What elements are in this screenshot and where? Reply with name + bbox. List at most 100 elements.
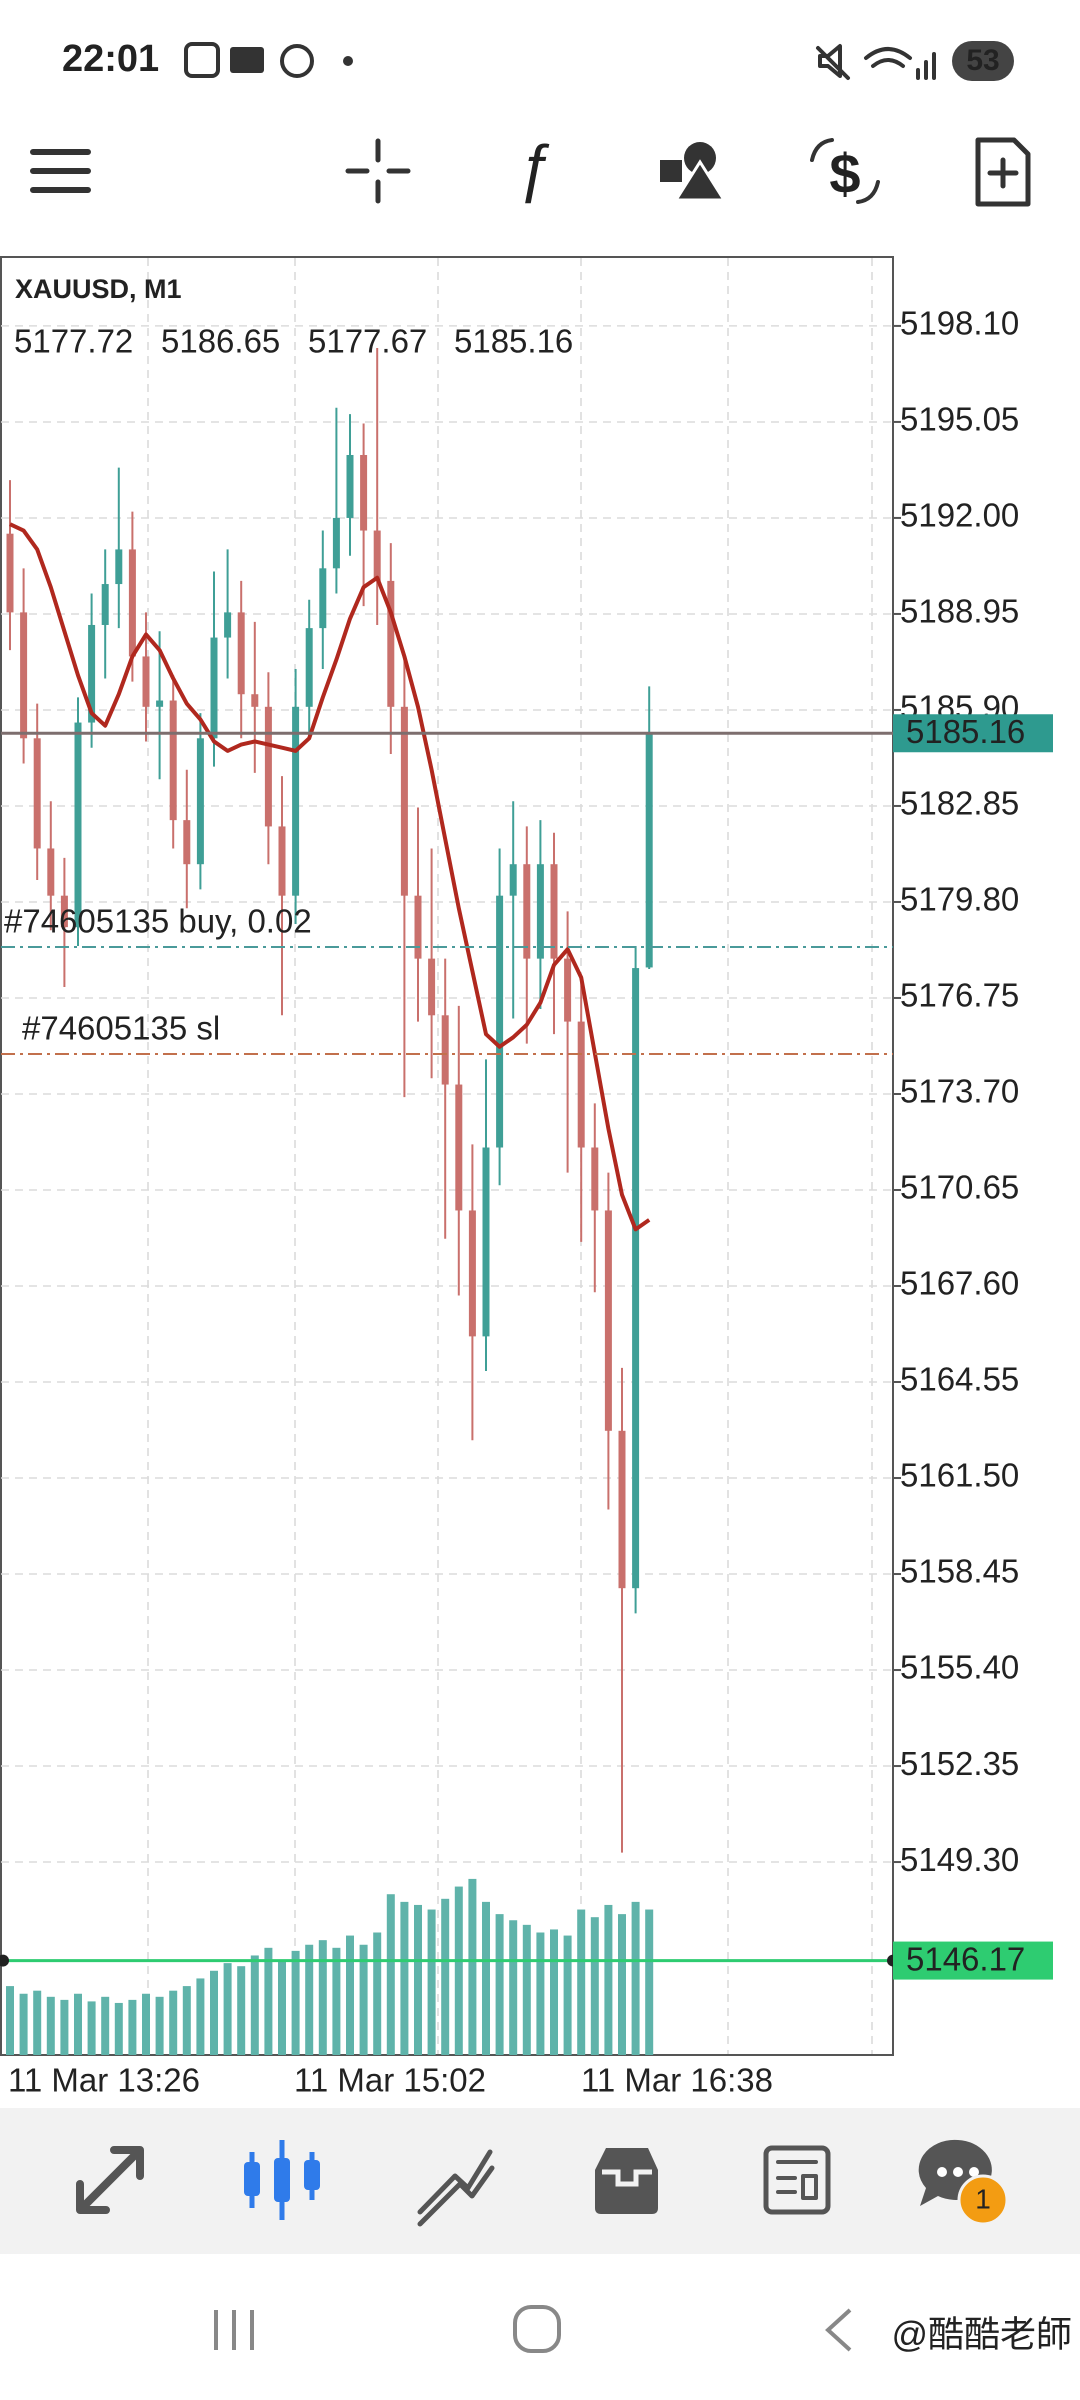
candle-body: [305, 628, 313, 707]
y-tick-label: 5179.80: [900, 881, 1019, 918]
volume-bar: [359, 1944, 368, 2055]
system-nav: @酷酷老師: [214, 2305, 1072, 2355]
clock: 22:01: [62, 38, 159, 80]
candle-body: [115, 549, 123, 585]
volume-bar: [33, 1990, 42, 2055]
volume-bar: [223, 1963, 232, 2055]
volume-bar: [536, 1932, 545, 2055]
x-tick-label: 11 Mar 13:26: [8, 2062, 200, 2099]
watermark: @酷酷老師: [891, 2314, 1072, 2355]
candle-body: [509, 864, 517, 896]
status-bar: 22:01 53: [62, 38, 1014, 81]
candle-body: [360, 454, 368, 531]
candle-body: [237, 612, 245, 695]
y-tick-label: 5167.60: [900, 1265, 1019, 1302]
volume-bar: [6, 1986, 14, 2055]
volume-bar: [46, 1996, 55, 2055]
y-tick-label: 5164.55: [900, 1361, 1019, 1398]
new-order-button[interactable]: [975, 137, 1031, 207]
volume-bar: [142, 1993, 150, 2055]
chart: #74605135 buy, 0.02 #74605135 sl XAUUSD, …: [0, 256, 1053, 2099]
candle-body: [618, 1430, 626, 1589]
ohlc-open: 5177.72: [14, 323, 133, 360]
objects-button[interactable]: [660, 142, 727, 202]
candle-body: [604, 1210, 612, 1431]
volume-bar: [250, 1955, 259, 2055]
candle-body: [20, 612, 28, 739]
volume-bar: [604, 1904, 613, 2055]
candle-body: [278, 826, 286, 896]
volume-bar: [196, 1978, 205, 2055]
volume-bar: [278, 1960, 286, 2055]
candle-body: [428, 958, 436, 1016]
candle-body: [577, 1021, 585, 1148]
volume-bar: [386, 1894, 395, 2055]
moving-average: [9, 522, 651, 1232]
history-tab[interactable]: [595, 2148, 658, 2214]
candle-body: [482, 1147, 490, 1337]
candle-body: [101, 584, 109, 625]
trade-button[interactable]: $: [810, 138, 880, 205]
candle-body: [632, 968, 640, 1589]
news-tab[interactable]: [763, 2145, 831, 2215]
menu-button[interactable]: [30, 149, 91, 193]
chat-tab[interactable]: 1: [918, 2139, 1009, 2226]
candle-body: [74, 722, 82, 928]
volume-bar: [590, 1917, 599, 2055]
candle-body: [183, 820, 191, 865]
volume-bar: [495, 1914, 504, 2055]
toolbar: ƒ $: [30, 131, 1031, 207]
volume-bar: [318, 1940, 327, 2055]
crosshair-button[interactable]: [345, 138, 411, 204]
volume-bar: [468, 1878, 477, 2055]
candle-body: [414, 895, 422, 959]
y-tick-label: 5188.95: [900, 593, 1019, 630]
back-button[interactable]: [825, 2308, 852, 2352]
home-button[interactable]: [513, 2305, 561, 2353]
chart-tab[interactable]: [244, 2140, 320, 2220]
indicators-button[interactable]: ƒ: [516, 131, 552, 204]
y-tick-label: 5176.75: [900, 977, 1019, 1014]
symbol-label: XAUUSD, M1: [15, 274, 182, 304]
candle-body: [523, 864, 531, 959]
candle-body: [332, 517, 340, 569]
volume-bar: [264, 1947, 273, 2055]
y-tick-label: 5161.50: [900, 1457, 1019, 1494]
chart-frame: [0, 256, 894, 2056]
candle-body: [224, 612, 232, 638]
candle-body: [550, 864, 558, 959]
volume-bar: [645, 1909, 654, 2055]
volume-bar: [114, 2002, 123, 2055]
candle-body: [210, 637, 218, 739]
x-tick-label: 11 Mar 15:02: [294, 2062, 486, 2099]
volume-bar: [618, 1914, 626, 2055]
quotes-tab[interactable]: [76, 2146, 144, 2214]
candle-body: [645, 733, 653, 968]
volume-bar: [210, 1970, 218, 2055]
candle-body: [47, 848, 55, 896]
candle-body: [251, 694, 259, 707]
volume-bar: [522, 1924, 531, 2055]
ohlc-close: 5185.16: [454, 323, 573, 360]
candle-body: [564, 958, 572, 1022]
volume-bar: [101, 1996, 110, 2055]
recents-button[interactable]: [214, 2310, 254, 2350]
candle-body: [60, 895, 68, 928]
volume-bar: [550, 1929, 558, 2055]
y-tick-label: 5155.40: [900, 1649, 1019, 1686]
candle-body: [156, 700, 164, 707]
candle-body: [6, 533, 14, 613]
trade-tab[interactable]: [417, 2149, 495, 2227]
order-label: #74605135 sl: [22, 1010, 220, 1047]
candle-body: [196, 738, 204, 865]
candle-body: [319, 568, 327, 629]
candle-body: [33, 738, 41, 849]
candle-body: [292, 706, 300, 896]
volume-bar: [509, 1920, 518, 2055]
price-tag: [893, 714, 1053, 753]
volume-bar: [60, 1999, 69, 2055]
y-tick-label: 5149.30: [900, 1841, 1019, 1878]
price-tag-label: 5185.16: [906, 713, 1025, 750]
candle-body: [346, 454, 354, 518]
y-tick-label: 5182.85: [900, 785, 1019, 822]
